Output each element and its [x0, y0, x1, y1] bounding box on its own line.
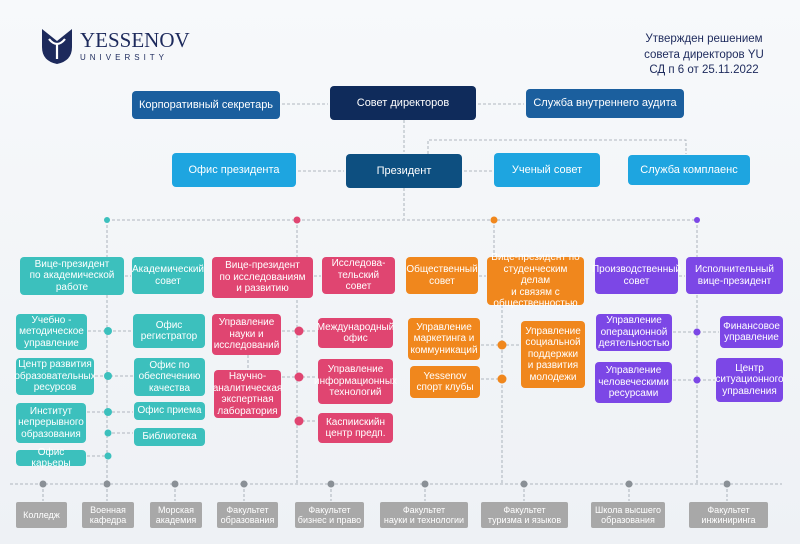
research-unit-box[interactable]: Научно- аналитическая экспертная лаборат… — [212, 370, 283, 418]
president-office-box[interactable]: Офис президента — [172, 153, 296, 187]
executive-vp-box[interactable]: Исполнительный вице-президент — [686, 257, 783, 294]
vp-research-box[interactable]: Вице-президент по исследованиям и развит… — [212, 257, 313, 298]
faculty-box[interactable]: Факультет бизнес и право — [295, 502, 364, 528]
faculty-box[interactable]: Факультет инжиниринга — [689, 502, 768, 528]
academic-unit-box[interactable]: Офис по обеспечению качества — [134, 358, 205, 396]
corporate-secretary-box[interactable]: Корпоративный секретарь — [132, 91, 280, 119]
approval-note: Утвержден решением совета директоров YU … — [626, 32, 782, 79]
academic-unit-box[interactable]: Офис карьеры — [16, 447, 86, 469]
compliance-box[interactable]: Служба комплаенс — [628, 155, 750, 185]
faculty-box[interactable]: Колледж — [16, 502, 67, 528]
student-unit-box[interactable]: Управление маркетинга и коммуникаций — [408, 318, 480, 360]
logo-emblem-icon — [42, 29, 72, 64]
faculty-box[interactable]: Школа высшего образования — [591, 502, 665, 528]
faculty-box[interactable]: Морская академия — [150, 502, 202, 528]
faculty-box[interactable]: Факультет образования — [217, 502, 278, 528]
student-unit-box[interactable]: Yessenov спорт клубы — [410, 366, 480, 398]
approval-line: совета директоров YU — [644, 48, 764, 61]
faculty-box[interactable]: Факультет науки и технологии — [380, 502, 468, 528]
academic-unit-box[interactable]: Офис регистратор — [133, 314, 205, 348]
university-logo: YESSENOV UNIVERSITY — [40, 27, 190, 65]
research-unit-box[interactable]: Каспиискийн центр предп. — [318, 413, 393, 443]
research-unit-box[interactable]: Международный офис — [317, 318, 394, 348]
student-unit-box[interactable]: Управление социальной поддержки и развит… — [521, 321, 585, 388]
board-of-directors-box[interactable]: Совет директоров — [330, 86, 476, 120]
vp-academic-box[interactable]: Вице-президент по академической работе — [20, 257, 124, 295]
research-council-box[interactable]: Исследова- тельский совет — [322, 257, 395, 294]
academic-council-main-box[interactable]: Ученый совет — [494, 153, 600, 187]
academic-unit-box[interactable]: Офис приема — [134, 402, 205, 420]
executive-unit-box[interactable]: Финансовое управление — [720, 316, 783, 348]
vp-student-affairs-box[interactable]: Вице-президент по студенческим делам и с… — [487, 252, 584, 309]
executive-unit-box[interactable]: Центр ситуационного управления — [715, 358, 784, 402]
faculty-box[interactable]: Факультет туризма и языков — [481, 502, 568, 528]
public-council-box[interactable]: Общественный совет — [406, 257, 478, 294]
academic-unit-box[interactable]: Учебно - методическое управление — [16, 314, 87, 350]
executive-unit-box[interactable]: Управление человеческими ресурсами — [595, 362, 672, 403]
academic-unit-box[interactable]: Институт непрерывного образования — [16, 403, 86, 443]
academic-unit-box[interactable]: Библиотека — [134, 428, 205, 446]
president-box[interactable]: Президент — [346, 154, 462, 188]
approval-line: Утвержден решением — [645, 33, 763, 45]
faculty-box[interactable]: Военная кафедра — [82, 502, 134, 528]
approval-line: СД п 6 от 25.11.2022 — [649, 64, 759, 77]
logo-name: YESSENOV — [80, 28, 190, 52]
executive-unit-box[interactable]: Управление операционной деятельностью — [596, 314, 672, 351]
production-council-box[interactable]: Производственный совет — [592, 257, 681, 294]
academic-council-box[interactable]: Академический совет — [132, 257, 204, 294]
logo-subtitle: UNIVERSITY — [80, 53, 169, 62]
research-unit-box[interactable]: Управление науки и исследований — [212, 314, 281, 355]
internal-audit-box[interactable]: Служба внутреннего аудита — [526, 89, 684, 118]
academic-unit-box[interactable]: Центр развития образовательных ресурсов — [14, 358, 96, 395]
research-unit-box[interactable]: Управление информационных технологий — [314, 359, 397, 404]
